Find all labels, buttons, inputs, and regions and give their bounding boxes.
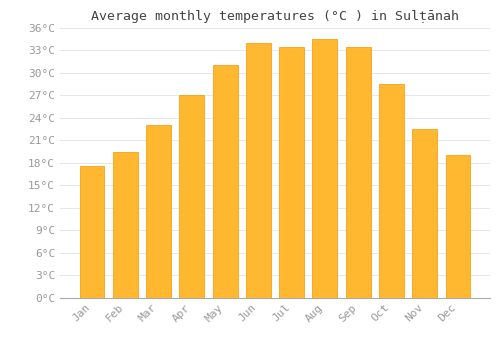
Bar xyxy=(80,167,104,298)
Title: Average monthly temperatures (°C ) in Sulṭānah: Average monthly temperatures (°C ) in Su… xyxy=(91,10,459,23)
Bar xyxy=(446,155,470,298)
Bar xyxy=(246,43,271,298)
Bar xyxy=(146,125,171,298)
Bar xyxy=(113,152,138,298)
Bar xyxy=(379,84,404,298)
Bar xyxy=(346,47,370,298)
Bar xyxy=(212,65,238,298)
Bar xyxy=(412,129,437,298)
Bar xyxy=(312,39,338,298)
Bar xyxy=(180,95,204,298)
Bar xyxy=(279,47,304,298)
